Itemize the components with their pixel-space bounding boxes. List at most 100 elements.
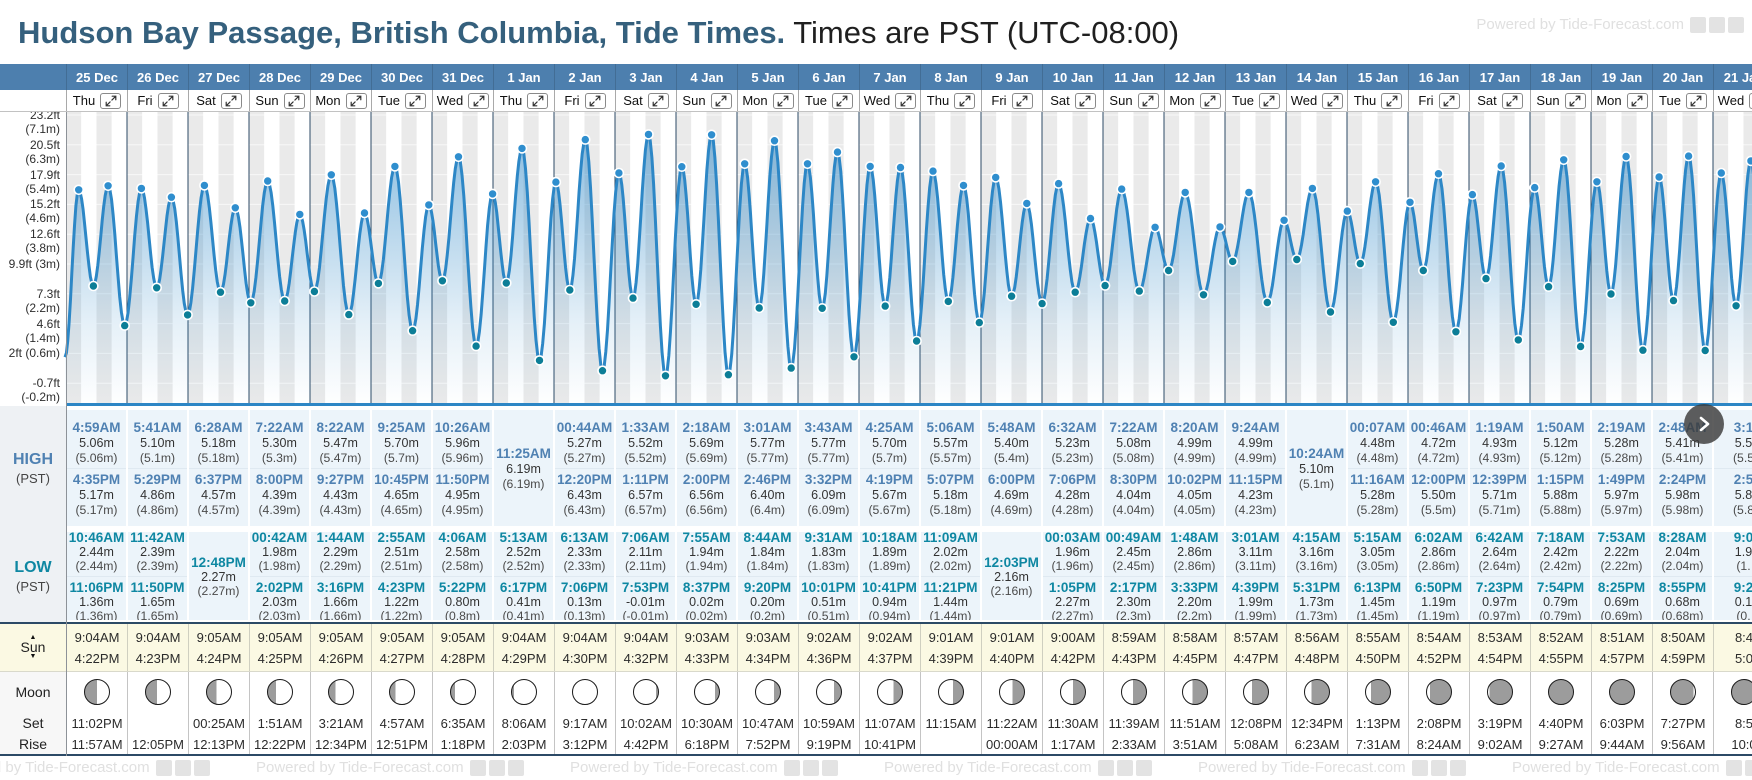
expand-day-button[interactable] <box>220 92 242 109</box>
high-tide-cell: 1:50AM 5.12m (5.12m) 1:15PM 5.88m (5.88m) <box>1531 410 1590 526</box>
low-tide-height-alt: (1.44m) <box>929 608 972 621</box>
expand-day-button[interactable] <box>1074 92 1096 109</box>
high-tide-time: 4:59AM <box>72 419 121 435</box>
expand-day-button[interactable] <box>831 92 853 109</box>
expand-day-button[interactable] <box>527 92 549 109</box>
expand-day-button[interactable] <box>1137 92 1159 109</box>
high-tide-height: 4.69m <box>994 487 1029 502</box>
high-tide-entry: 11:50PM 4.95m (4.95m) <box>433 467 492 520</box>
high-tide-time: 2:00PM <box>682 471 731 487</box>
low-tide-time: 2:02PM <box>255 579 304 595</box>
expand-day-button[interactable] <box>1564 92 1586 109</box>
sunrise-time: 9:00AM <box>1050 629 1096 645</box>
expand-day-button[interactable] <box>1626 92 1648 109</box>
expand-day-button[interactable] <box>954 92 976 109</box>
sunrise-time: 9:05AM <box>318 629 364 645</box>
expand-icon <box>1631 95 1643 106</box>
high-tide-entry: 6:37PM 4.57m (4.57m) <box>189 467 248 520</box>
moonrise-time-cell: 1:17AM <box>1042 734 1103 754</box>
expand-day-button[interactable] <box>1501 92 1523 109</box>
day-date-header: 29 Dec <box>310 64 371 90</box>
day-weekday-cell: Wed <box>859 90 920 111</box>
expand-day-button[interactable] <box>1749 92 1752 109</box>
expand-icon <box>1016 95 1028 106</box>
low-tide-entry: 4:06AM 2.58m (2.58m) <box>433 532 492 576</box>
moonset-time-cell <box>127 712 188 734</box>
expand-icon <box>1327 95 1339 106</box>
low-tide-time: 12:03PM <box>984 554 1039 570</box>
sunset-time: 4:28PM <box>440 650 486 666</box>
sun-times-cell: 9:03AM 4:33PM <box>676 624 737 671</box>
expand-day-button[interactable] <box>283 92 305 109</box>
high-tide-height-alt: (4.48m) <box>1356 450 1399 465</box>
sun-times-cell: 9:01AM 4:40PM <box>981 624 1042 671</box>
low-tide-entry: 7:53AM 2.22m (2.22m) <box>1592 532 1651 576</box>
next-button[interactable] <box>1684 404 1724 444</box>
expand-day-button[interactable] <box>404 92 426 109</box>
low-tide-time: 7:53AM <box>1597 532 1646 545</box>
high-tide-height: 4.28m <box>1055 487 1090 502</box>
expand-day-button[interactable] <box>468 92 490 109</box>
moonrise-time-cell <box>920 734 981 754</box>
low-tide-height-alt: (0.97m) <box>1478 608 1521 621</box>
expand-day-button[interactable] <box>647 92 669 109</box>
sun-times-cell: 9:05AM 4:27PM <box>371 624 432 671</box>
high-tide-entry: 8:20AM 4.99m (4.99m) <box>1165 417 1224 468</box>
low-tide-height-alt: (1.19m) <box>1417 608 1460 621</box>
expand-day-button[interactable] <box>1199 92 1221 109</box>
expand-day-button[interactable] <box>157 92 179 109</box>
low-tide-time: 6:42AM <box>1475 532 1524 545</box>
low-tide-height-alt: (2.44m) <box>75 558 118 573</box>
low-tide-height-alt: (0.02m) <box>685 608 728 621</box>
moonset-time-cell: 8:06AM <box>493 712 554 734</box>
high-tide-cell: 1:33AM 5.52m (5.52m) 1:11PM 6.57m (6.57m) <box>616 410 675 526</box>
high-tide-height: 5.67m <box>872 487 907 502</box>
low-tide-cell: 7:18AM 2.42m (2.42m) 7:54PM 0.79m (0.79m) <box>1531 532 1590 620</box>
expand-day-button[interactable] <box>772 92 794 109</box>
moon-phase-icon <box>1487 679 1513 705</box>
day-date-header: 25 Dec <box>66 64 127 90</box>
low-tide-height-alt: (0.69m) <box>1600 608 1643 621</box>
day-date-header: 11 Jan <box>1103 64 1164 90</box>
y-axis-tick-label: -0.7ft (-0.2m) <box>21 376 60 405</box>
low-tide-cell: 6:13AM 2.33m (2.33m) 7:06PM 0.13m (0.13m) <box>555 532 614 620</box>
expand-day-button[interactable] <box>1011 92 1033 109</box>
high-tide-entry: 8:00PM 4.39m (4.39m) <box>250 467 309 520</box>
moonrise-time-cell: 12:13PM <box>188 734 249 754</box>
high-tide-time: 9:25AM <box>377 419 426 435</box>
high-tide-height: 5.06m <box>79 435 114 450</box>
sunset-time: 4:26PM <box>318 650 364 666</box>
sunset-time: 4:30PM <box>562 650 608 666</box>
low-tide-height: -0.01m <box>626 594 665 609</box>
weekday-label: Sat <box>623 93 643 108</box>
expand-day-button[interactable] <box>345 92 367 109</box>
expand-day-button[interactable] <box>1685 92 1707 109</box>
sun-times-cell: 9:05AM 4:28PM <box>432 624 493 671</box>
expand-day-button[interactable] <box>1438 92 1460 109</box>
sunset-triangle-icon: ▼ <box>29 653 37 660</box>
high-tide-entry: 3:43AM 5.77m (5.77m) <box>799 417 858 468</box>
expand-day-button[interactable] <box>1258 92 1280 109</box>
y-axis-tick-label: 4.6ft (1.4m) <box>25 316 60 345</box>
expand-icon <box>1264 95 1275 106</box>
low-tide-height: 2.86m <box>1421 544 1456 559</box>
sunrise-time: 8:57AM <box>1233 629 1279 645</box>
expand-day-button[interactable] <box>584 92 606 109</box>
weekday-label: Wed <box>863 93 891 108</box>
high-tide-cell: 3:01AM 5.77m (5.77m) 2:46PM 6.40m (6.4m) <box>738 410 797 526</box>
day-weekday-cell: Fri <box>554 90 615 111</box>
expand-day-button[interactable] <box>1322 92 1344 109</box>
low-tide-height: 0.20m <box>750 594 785 609</box>
low-tide-entry: 8:28AM 2.04m (2.04m) <box>1653 532 1712 576</box>
expand-day-button[interactable] <box>895 92 917 109</box>
low-tide-time: 12:48PM <box>191 554 246 570</box>
expand-day-button[interactable] <box>710 92 732 109</box>
moonrise-time-cell: 2:33AM <box>1103 734 1164 754</box>
expand-day-button[interactable] <box>1381 92 1403 109</box>
sun-times-cell: 9:01AM 4:39PM <box>920 624 981 671</box>
expand-day-button[interactable] <box>100 92 122 109</box>
low-tide-height-alt: (1.45m) <box>1356 608 1399 621</box>
watermark-icons <box>1411 759 1466 776</box>
high-row-label: HIGH (PST) <box>0 406 66 530</box>
low-tide-time: 10:18AM <box>861 532 918 545</box>
